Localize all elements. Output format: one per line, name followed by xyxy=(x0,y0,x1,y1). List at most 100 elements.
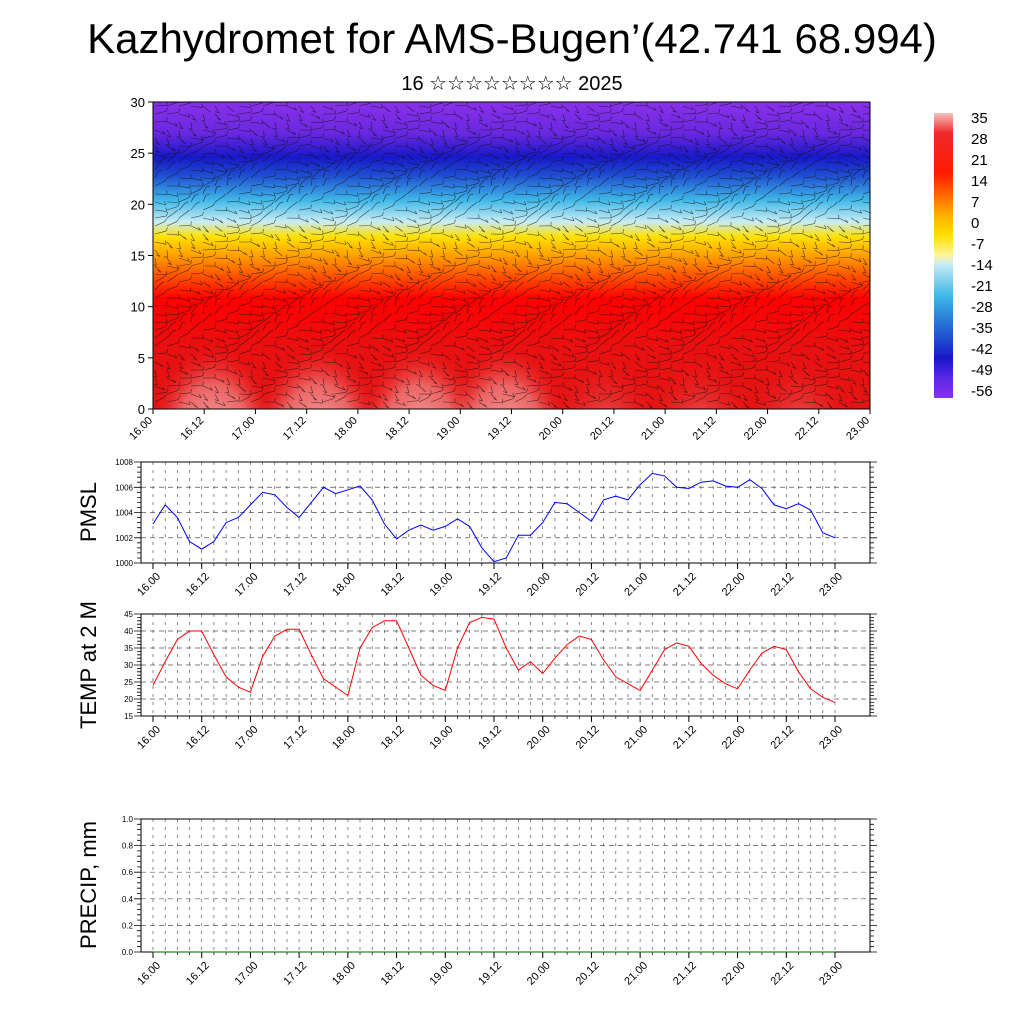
x-tick-label: 22.12 xyxy=(768,571,796,599)
x-tick-label: 20.00 xyxy=(525,571,553,599)
warm-area xyxy=(655,330,745,409)
y-minor-ticks xyxy=(134,818,877,953)
warm-surface-areas xyxy=(158,310,845,409)
x-tick-label: 17.00 xyxy=(233,960,261,988)
x-tick-label: 18.00 xyxy=(330,571,358,599)
x-tick-label: 21.00 xyxy=(622,960,650,988)
x-tick-label: 21.12 xyxy=(671,724,699,752)
warm-area xyxy=(560,330,650,409)
x-tick-label: 17.00 xyxy=(233,724,261,752)
x-tick-label: 16.12 xyxy=(184,724,212,752)
colorbar-label: -49 xyxy=(971,362,993,379)
y-minor-ticks xyxy=(134,613,877,717)
heatmap-x-tick-label: 21.00 xyxy=(639,415,667,443)
x-tick-label: 20.00 xyxy=(525,724,553,752)
x-tick-label: 19.12 xyxy=(476,571,504,599)
x-tick-label: 19.12 xyxy=(476,960,504,988)
heatmap-x-tick-label: 21.12 xyxy=(691,415,719,443)
heatmap-x-tick-label: 17.12 xyxy=(281,415,309,443)
colorbar-scale xyxy=(934,113,953,398)
heatmap-x-tick-label: 19.12 xyxy=(486,415,514,443)
x-tick-label: 22.00 xyxy=(720,571,748,599)
colorbar-label: 28 xyxy=(971,131,988,148)
y-tick-label: 15 xyxy=(124,712,133,721)
x-minor-ticks xyxy=(152,716,836,719)
x-tick-label: 22.00 xyxy=(720,724,748,752)
warm-area xyxy=(365,310,475,409)
wind-barb-field xyxy=(153,102,870,409)
x-tick-label: 16.12 xyxy=(184,571,212,599)
temp-2m-panel: 15 20 25 30 35 40 45 16.00 16.12 17.00 17.12 18.00 1… xyxy=(76,601,877,752)
y-minor-ticks xyxy=(134,461,877,564)
series-line xyxy=(152,472,836,563)
colorbar-label: 14 xyxy=(971,173,988,190)
colorbar-label: -28 xyxy=(971,299,993,316)
x-minor-ticks xyxy=(152,563,836,566)
y-tick-label: 1.0 xyxy=(122,815,134,824)
y-axis-label: TEMP at 2 M xyxy=(76,601,101,729)
chart-subtitle: 16 ☆☆☆☆☆☆☆☆ 2025 xyxy=(401,73,623,95)
x-minor-ticks xyxy=(152,952,836,955)
heatmap-x-tick-label: 22.00 xyxy=(742,415,770,443)
heatmap-x-tick-label: 18.00 xyxy=(332,415,360,443)
heatmap-y-tick-label: 30 xyxy=(131,95,145,110)
x-tick-label: 22.12 xyxy=(768,724,796,752)
x-tick-label: 17.12 xyxy=(281,960,309,988)
y-tick-label: 1008 xyxy=(115,458,133,467)
colorbar-label: -42 xyxy=(971,341,993,358)
x-tick-label: 21.00 xyxy=(622,571,650,599)
heatmap-y-tick-label: 15 xyxy=(131,249,145,264)
x-tick-label: 20.12 xyxy=(574,571,602,599)
colorbar-label: 7 xyxy=(971,194,979,211)
x-tick-label: 21.12 xyxy=(671,571,699,599)
wind-barbs xyxy=(153,102,870,409)
heatmap-x-tick-label: 16.12 xyxy=(178,415,206,443)
x-tick-label: 20.12 xyxy=(574,960,602,988)
heatmap-x-tick-label: 22.12 xyxy=(793,415,821,443)
y-tick-label: 0.6 xyxy=(122,868,134,877)
x-tick-label: 22.12 xyxy=(768,960,796,988)
warm-area xyxy=(450,310,560,409)
y-tick-label: 25 xyxy=(124,678,133,687)
panel-frame xyxy=(140,613,871,717)
y-axis-label: PRECIP, mm xyxy=(76,821,101,949)
y-axis-label: PMSL xyxy=(76,482,101,542)
colorbar-label: 0 xyxy=(971,215,979,232)
x-tick-label: 21.12 xyxy=(671,960,699,988)
x-tick-label: 18.00 xyxy=(330,960,358,988)
heatmap-y-tick-label: 20 xyxy=(131,197,145,212)
x-tick-label: 17.12 xyxy=(281,724,309,752)
chart-title: Kazhydromet for AMS-Bugen’(42.741 68.994… xyxy=(87,15,937,62)
colorbar-label: -21 xyxy=(971,278,993,295)
panel-frame xyxy=(140,461,871,564)
heatmap-y-tick-label: 25 xyxy=(131,146,145,161)
x-tick-label: 22.00 xyxy=(720,960,748,988)
x-tick-label: 18.12 xyxy=(379,960,407,988)
heatmap-x-tick-label: 19.00 xyxy=(434,415,462,443)
temperature-cross-section-panel: 0 5 10 15 20 25 30 16.00 16.12 17.00 17.12 18.00 18.… xyxy=(127,95,872,443)
heatmap-x-tick-label: 18.12 xyxy=(383,415,411,443)
x-tick-label: 23.00 xyxy=(817,571,845,599)
x-tick-label: 23.00 xyxy=(817,724,845,752)
x-tick-label: 16.00 xyxy=(135,724,163,752)
x-tick-label: 19.00 xyxy=(427,571,455,599)
colorbar-label: 21 xyxy=(971,152,988,169)
y-tick-label: 40 xyxy=(124,627,133,636)
x-tick-label: 19.12 xyxy=(476,724,504,752)
x-tick-label: 18.00 xyxy=(330,724,358,752)
heatmap-x-tick-label: 20.12 xyxy=(588,415,616,443)
y-tick-label: 45 xyxy=(124,610,133,619)
heatmap-y-tick-label: 0 xyxy=(138,402,145,417)
precip-panel: 0.0 0.2 0.4 0.6 0.8 1.0 16.00 16.12 17.00 17.12 18… xyxy=(76,815,877,988)
series-line xyxy=(152,616,836,703)
x-tick-label: 17.12 xyxy=(281,571,309,599)
x-tick-label: 16.00 xyxy=(135,571,163,599)
x-tick-label: 19.00 xyxy=(427,724,455,752)
colorbar-label: -14 xyxy=(971,257,993,274)
x-tick-label: 18.12 xyxy=(379,724,407,752)
y-tick-label: 35 xyxy=(124,644,133,653)
colorbar-label: -56 xyxy=(971,383,993,400)
heatmap-x-tick-label: 23.00 xyxy=(844,415,872,443)
y-tick-label: 0.0 xyxy=(122,948,134,957)
